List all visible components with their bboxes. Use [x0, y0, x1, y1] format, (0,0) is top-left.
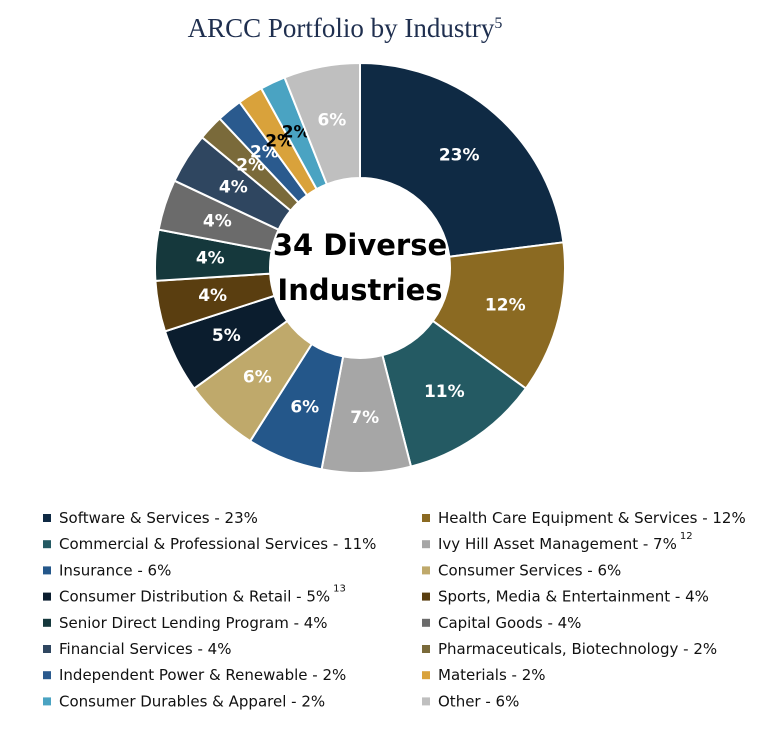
title-superscript: 5 [494, 15, 502, 32]
legend-label: Ivy Hill Asset Management - 7% [438, 535, 677, 553]
legend-swatch [422, 618, 430, 627]
slice-label: 7% [350, 408, 379, 428]
legend-swatch [422, 697, 430, 706]
legend-entry: Other - 6% [438, 692, 519, 710]
legend-swatch [43, 592, 51, 601]
legend-swatch [43, 618, 51, 627]
slice-label: 6% [317, 111, 346, 131]
legend-label: Capital Goods - 4% [438, 613, 581, 631]
slice-label: 5% [212, 326, 241, 346]
legend-entry: Insurance - 6% [59, 561, 171, 579]
slice [283, 61, 361, 186]
slice-label: 12% [485, 295, 526, 315]
legend-superscript: 13 [333, 584, 346, 595]
legend-entry: Capital Goods - 4% [438, 613, 581, 631]
legend-swatch [43, 671, 51, 680]
legend-label: Consumer Services - 6% [438, 561, 621, 579]
legend-swatch [422, 645, 430, 653]
center-text: Industries [277, 273, 442, 307]
legend-entry: Senior Direct Lending Program - 4% [59, 613, 328, 631]
legend-label: Commercial & Professional Services - 11% [59, 535, 376, 553]
legend-swatch [422, 540, 430, 549]
legend-swatch [422, 671, 430, 680]
legend-swatch [43, 566, 51, 575]
legend-entry: Software & Services - 23% [59, 509, 258, 527]
legend-label: Consumer Distribution & Retail - 5% [59, 587, 330, 605]
legend-entry: Financial Services - 4% [59, 640, 231, 658]
slice-label: 6% [243, 367, 272, 387]
legend-entry: Pharmaceuticals, Biotechnology - 2% [438, 640, 717, 658]
legend-label: Sports, Media & Entertainment - 4% [438, 587, 709, 605]
legend-entry: Health Care Equipment & Services - 12% [438, 509, 746, 527]
legend-entry: Materials - 2% [438, 666, 546, 684]
slice-label: 23% [439, 145, 480, 165]
legend-entry: Sports, Media & Entertainment - 4% [438, 587, 709, 605]
legend-swatch [43, 645, 51, 653]
legend-label: Software & Services - 23% [59, 509, 258, 527]
legend-entry: Independent Power & Renewable - 2% [59, 666, 346, 684]
legend-entry: Consumer Durables & Apparel - 2% [59, 692, 325, 710]
legend-swatch [422, 514, 430, 522]
legend-label: Independent Power & Renewable - 2% [59, 666, 346, 684]
legend-entry: Ivy Hill Asset Management - 7% 12 [438, 531, 693, 553]
chart-title: ARCC Portfolio by Industry [188, 13, 495, 43]
chart-title-group: ARCC Portfolio by Industry5 [188, 13, 503, 43]
slice-label: 4% [203, 212, 232, 232]
slice-label: 6% [290, 397, 319, 417]
legend-superscript: 12 [680, 531, 693, 542]
legend-entry: Consumer Services - 6% [438, 561, 621, 579]
legend-label: Other - 6% [438, 692, 519, 710]
slice [359, 61, 565, 258]
legend-entry: Commercial & Professional Services - 11% [59, 535, 376, 553]
legend-swatch [43, 540, 51, 549]
legend-swatch [422, 592, 430, 601]
legend-swatch [422, 566, 430, 575]
center-text: 34 Diverse [273, 228, 447, 262]
slice-label: 4% [198, 286, 227, 306]
legend-label: Health Care Equipment & Services - 12% [438, 509, 746, 527]
legend-label: Consumer Durables & Apparel - 2% [59, 692, 325, 710]
slice-label: 11% [424, 382, 465, 402]
slice-label: 4% [219, 178, 248, 198]
legend-entry: Consumer Distribution & Retail - 5% 13 [59, 584, 346, 606]
legend-label: Senior Direct Lending Program - 4% [59, 613, 328, 631]
legend-swatch [43, 514, 51, 522]
legend-swatch [43, 697, 51, 706]
legend-label: Insurance - 6% [59, 561, 171, 579]
slice-label: 4% [196, 249, 225, 269]
legend-label: Financial Services - 4% [59, 640, 231, 658]
legend-label: Materials - 2% [438, 666, 546, 684]
legend-label: Pharmaceuticals, Biotechnology - 2% [438, 640, 717, 658]
